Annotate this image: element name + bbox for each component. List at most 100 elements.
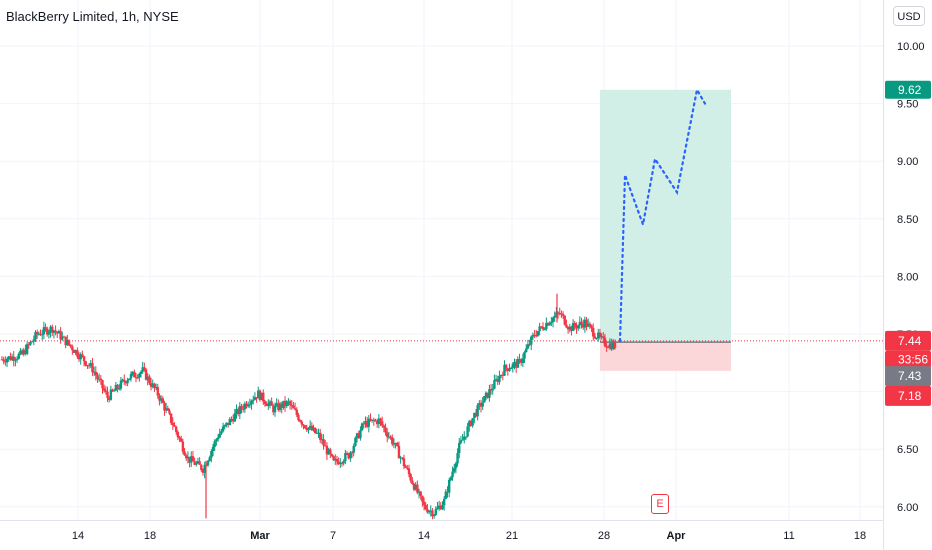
candle-body [74,350,77,353]
candle-body [494,379,498,381]
currency-button[interactable]: USD [893,6,925,26]
candle-body [35,332,39,335]
candle-body [329,449,332,455]
candle-body [39,333,42,336]
candle-body [513,361,516,364]
candle-body [52,330,56,333]
candle-body [602,336,605,338]
candle-body [369,418,372,421]
candle-body [278,403,282,410]
candle-body [600,336,603,338]
candle-body [181,441,185,452]
candle-body [404,466,407,468]
candle-body [24,349,27,355]
candle-body [252,399,255,401]
candle-body [76,350,79,357]
candle-body [583,319,587,328]
candle-body [344,453,347,462]
candle-body [186,456,190,459]
candle-body [580,321,583,324]
x-tick-label: 7 [330,530,336,542]
candle-body [238,406,242,415]
candle-body [525,348,528,353]
candle-body [69,344,72,347]
candle-body [79,354,82,360]
candle-body [441,505,444,510]
candle-body [99,378,103,381]
y-tick-label: 6.50 [897,444,918,456]
x-tick-label: 11 [783,530,794,542]
candle-body [62,336,66,338]
candle-body [221,426,225,432]
candle-body [87,365,91,367]
candle-body [476,405,479,417]
candle-body [243,403,247,410]
candle-body [37,333,41,335]
candle-body [401,457,404,459]
candle-body [77,356,81,360]
candle-body [317,432,320,434]
candle-body [561,313,565,316]
candle-body [245,403,248,407]
candle-body [597,332,600,339]
candle-body [44,327,47,329]
candle-body [382,425,386,428]
candle-body [461,439,464,441]
candle-body [66,339,69,346]
candle-body [67,339,71,345]
candle-body [166,408,170,411]
candle-body [15,358,19,360]
candle-body [488,389,491,398]
candle-body [188,456,191,463]
candle-body [302,424,305,426]
candle-body [516,359,520,368]
candle-body [523,352,526,359]
candle-body [201,469,205,473]
candle-body [486,392,489,398]
candle-body [576,325,580,329]
candle-body [72,350,76,353]
earnings-badge[interactable]: E [651,494,669,514]
candle-body [102,388,106,391]
candle-body [556,312,560,314]
candle-body [538,326,541,332]
candle-body [92,371,96,373]
candle-body [471,418,474,426]
candle-body [339,462,342,465]
candle-body [347,453,350,459]
candle-body [141,367,144,372]
candle-body [384,427,387,433]
candle-body [133,371,136,378]
candle-body [241,408,245,410]
candle-body [191,456,195,462]
x-tick-label: 21 [506,530,518,542]
candle-body [275,403,278,406]
candle-body [97,378,101,380]
candle-body [156,387,159,396]
candle-body [468,421,471,427]
candle-body [555,312,558,316]
candle-body [496,379,499,383]
position-zones [0,89,883,371]
candle-body [504,364,508,369]
candle-body [612,342,615,350]
candle-body [427,511,431,513]
candle-body [225,422,228,426]
candle-body [200,464,203,470]
candle-body [377,418,381,425]
candle-body [573,322,577,327]
candle-body [535,335,538,337]
candle-body [106,391,109,398]
candle-body [313,427,317,433]
candle-body [268,401,272,404]
candle-body [342,461,345,464]
candle-body [605,346,608,348]
candle-body [367,418,370,427]
candle-body [414,484,417,490]
candle-body [374,420,377,422]
candle-body [442,498,446,506]
candle-body [587,323,590,327]
candle-body [432,514,436,517]
candle-body [89,363,92,366]
